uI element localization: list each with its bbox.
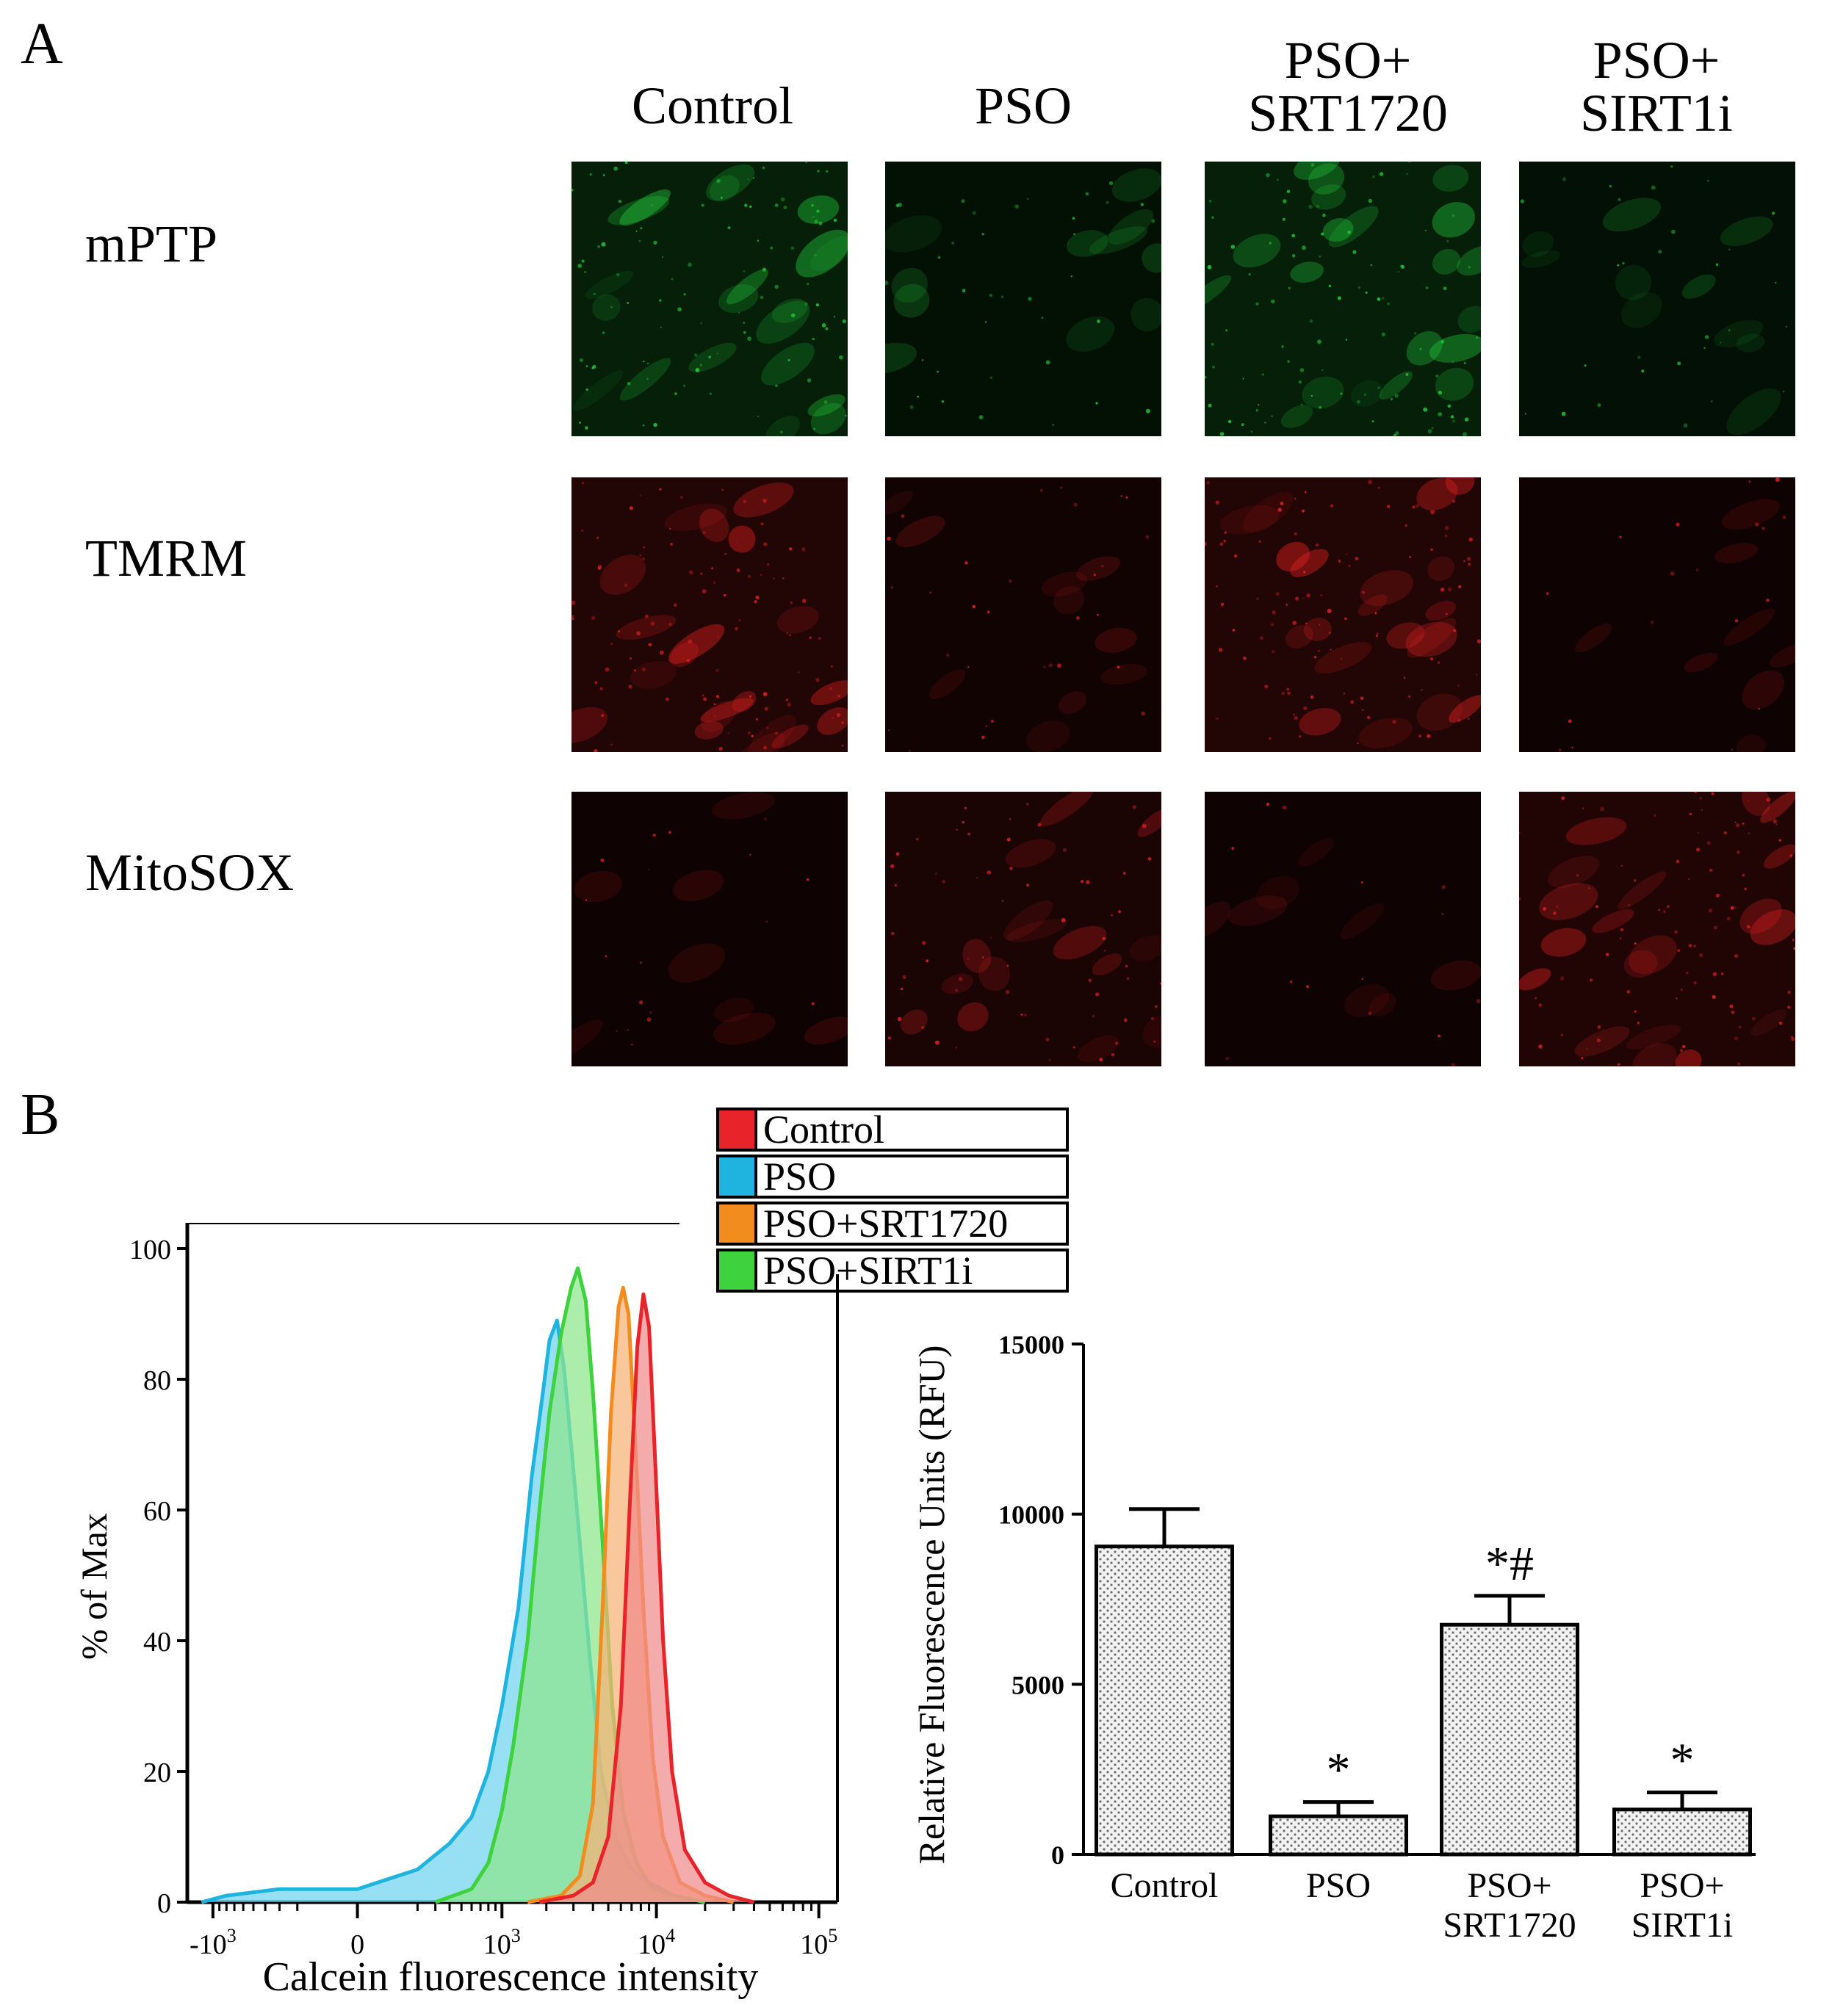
micrograph-tmrm-3: [1202, 468, 1484, 752]
bar-4: [1612, 1807, 1752, 1857]
column-header-line1: Control: [631, 76, 793, 135]
bar-category-label: PSO: [1306, 1866, 1371, 1905]
column-header-line2: SIRT1i: [1580, 84, 1733, 142]
legend-swatch-pso-srt1720: [719, 1204, 757, 1243]
column-header-line2: SRT1720: [1248, 84, 1448, 142]
histogram-y-tick-label: 80: [143, 1365, 171, 1396]
micrograph-mptp-4: [1519, 162, 1795, 436]
micrograph-mptp-3: [1182, 150, 1497, 438]
legend-item-pso: PSO: [716, 1155, 1069, 1199]
histogram-y-tick-label: 100: [129, 1235, 171, 1265]
significance-marker: *: [1327, 1744, 1351, 1797]
histogram-y-tick-label: 20: [143, 1757, 171, 1788]
legend-swatch-control: [719, 1110, 757, 1149]
histogram-y-tick-label: 40: [143, 1627, 171, 1658]
micrograph-tmrm-4: [1519, 477, 1813, 758]
micrograph-mptp-1: [571, 161, 854, 446]
legend-label: Control: [763, 1108, 885, 1152]
histogram-y-axis-label: % of Max: [73, 1513, 115, 1660]
micrograph-mitosox-1: [549, 792, 855, 1066]
micrograph-tmrm-2: [879, 477, 1161, 753]
column-header-pso-srt1720: PSO+ SRT1720: [1208, 34, 1488, 140]
bar-chart: 050001000015000Control*PSO*#PSO+SRT1720*…: [918, 1330, 1756, 1945]
column-header-pso-sirt1i: PSO+ SIRT1i: [1517, 34, 1796, 140]
bar-2: [1269, 1814, 1408, 1857]
micrograph-mptp-2: [856, 162, 1172, 436]
column-header-line1: PSO+: [1284, 31, 1412, 90]
histogram-x-tick-label: 0: [350, 1929, 364, 1960]
histogram-x-tick-label: 105: [800, 1925, 837, 1960]
legend-label: PSO+SRT1720: [763, 1202, 1009, 1246]
bar-1: [1095, 1544, 1234, 1857]
bar-category-label: PSO+: [1640, 1866, 1724, 1905]
histogram-x-axis-label: Calcein fluorescence intensity: [263, 1954, 759, 2000]
bar-category-label: PSO+: [1467, 1866, 1551, 1905]
bar-category-label: Control: [1111, 1866, 1219, 1905]
histogram-line-control: [538, 1292, 755, 1904]
bar-y-axis-label: Relative Fluorescence Units (RFU): [918, 1345, 952, 1865]
column-header-control: Control: [573, 79, 852, 132]
histogram-y-tick-label: 0: [157, 1888, 171, 1919]
legend-item-control: Control: [716, 1108, 1069, 1152]
panel-letter-b: B: [21, 1083, 60, 1147]
histogram-x-tick-label: 103: [483, 1925, 521, 1960]
legend-item-pso-sirt1i: PSO+SIRT1i: [716, 1249, 1069, 1293]
column-header-line1: PSO: [974, 76, 1072, 135]
bar-y-tick-label: 15000: [998, 1330, 1064, 1359]
micrograph-mitosox-2: [885, 786, 1180, 1066]
bar-y-tick-label: 5000: [1012, 1670, 1064, 1699]
micrograph-mitosox-4: [1517, 784, 1797, 1079]
histogram-legend: Control PSO PSO+SRT1720 PSO+SIRT1i: [716, 1108, 1069, 1296]
bar-y-tick-label: 0: [1051, 1840, 1064, 1870]
bar-3: [1440, 1622, 1579, 1857]
significance-marker: *: [1670, 1734, 1695, 1788]
row-label-tmrm: TMRM: [85, 529, 248, 588]
micrograph-tmrm-1: [554, 477, 854, 772]
column-header-line1: PSO+: [1593, 31, 1720, 90]
significance-marker: *#: [1485, 1537, 1534, 1591]
panel-letter-a: A: [21, 12, 63, 76]
histogram-area-pso-sirt1i: [435, 1268, 705, 1902]
bar-category-label-line2: SRT1720: [1443, 1906, 1576, 1945]
legend-item-pso-srt1720: PSO+SRT1720: [716, 1202, 1069, 1246]
bar-category-label-line2: SIRT1i: [1631, 1906, 1733, 1945]
bar-plot-area: 050001000015000Control*PSO*#PSO+SRT1720*…: [998, 1330, 1756, 1945]
legend-label: PSO: [763, 1155, 837, 1199]
histogram-y-tick-label: 60: [143, 1496, 171, 1527]
bar-y-tick-label: 10000: [998, 1500, 1064, 1530]
histogram-chart: 0 20 40 60 80 100 -103 0 103 104 105 % of Max Calc…: [73, 1223, 839, 2000]
histogram-area-control: [539, 1294, 754, 1902]
micrograph-mitosox-3: [1191, 792, 1482, 1068]
legend-swatch-pso-sirt1i: [719, 1251, 757, 1290]
legend-swatch-pso: [719, 1157, 757, 1196]
row-label-mitosox: MitoSOX: [85, 843, 295, 902]
histogram-x-tick-label: 104: [638, 1925, 675, 1960]
legend-label: PSO+SIRT1i: [763, 1249, 973, 1293]
column-header-pso: PSO: [884, 79, 1163, 132]
histogram-plot-area: 0 20 40 60 80 100 -103 0 103 104 105: [129, 1223, 839, 1960]
row-label-mptp: mPTP: [85, 214, 218, 273]
histogram-x-tick-label: -103: [190, 1925, 237, 1960]
